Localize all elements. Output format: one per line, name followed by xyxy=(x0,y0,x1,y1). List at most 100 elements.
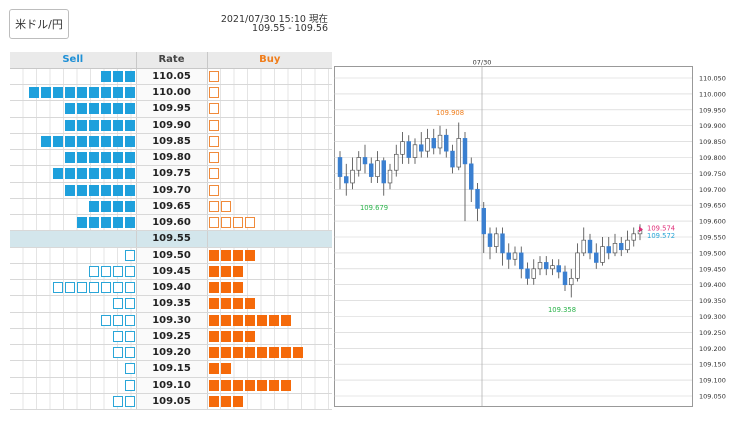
buy-volume-block xyxy=(256,379,267,391)
buy-volume-cell xyxy=(207,377,332,394)
buy-volume-block xyxy=(244,217,255,229)
sell-volume-block xyxy=(124,347,135,359)
sell-volume-cell xyxy=(10,279,137,297)
sell-volume-cell xyxy=(10,312,137,329)
rate-cell: 109.45 xyxy=(136,263,208,281)
candle-body xyxy=(550,265,555,270)
candle-body xyxy=(462,138,468,165)
sell-volume-block xyxy=(76,168,87,180)
buy-volume-block xyxy=(256,347,267,359)
sell-volume-block xyxy=(64,168,75,180)
candle-body xyxy=(506,252,511,260)
buy-volume-block xyxy=(232,282,243,294)
buy-volume-block xyxy=(220,379,231,391)
sell-volume-block xyxy=(112,103,123,115)
buy-volume-block xyxy=(244,330,255,342)
sell-volume-block xyxy=(64,152,75,164)
rate-cell: 109.40 xyxy=(136,279,208,297)
sell-volume-cell xyxy=(10,344,137,362)
order-book-row: 109.55 xyxy=(10,230,332,248)
buy-volume-block xyxy=(220,265,231,277)
order-book-row: 109.05 xyxy=(10,393,332,411)
sell-volume-block xyxy=(52,135,63,147)
buy-volume-cell xyxy=(207,393,332,411)
buy-volume-cell xyxy=(207,230,332,248)
buy-volume-block xyxy=(232,217,243,229)
buy-volume-block xyxy=(208,395,219,407)
rate-cell: 109.90 xyxy=(136,117,208,134)
buy-volume-block xyxy=(232,249,243,261)
buy-volume-block xyxy=(208,103,219,115)
rate-cell: 109.30 xyxy=(136,312,208,329)
sell-volume-block xyxy=(112,70,123,82)
price-annotation: 109.574 xyxy=(647,224,675,232)
rate-cell: 109.80 xyxy=(136,149,208,167)
buy-volume-block xyxy=(244,249,255,261)
buy-volume-block xyxy=(292,347,303,359)
x-date-label: 07/30 xyxy=(473,59,492,67)
candle-body xyxy=(562,271,568,286)
candle-body xyxy=(500,233,505,254)
sell-volume-block xyxy=(124,379,135,391)
y-tick-label: 109.500 xyxy=(699,249,726,257)
currency-pair-button[interactable]: 米ドル/円 xyxy=(9,9,69,39)
current-price-marker xyxy=(639,226,643,233)
rate-cell: 109.05 xyxy=(136,393,208,411)
rate-cell: 109.10 xyxy=(136,377,208,394)
sell-volume-block xyxy=(124,87,135,99)
sell-volume-block xyxy=(112,347,123,359)
candle-body xyxy=(369,163,374,177)
sell-volume-cell xyxy=(10,214,137,232)
order-book-row: 109.40 xyxy=(10,279,332,297)
rate-cell: 109.35 xyxy=(136,295,208,313)
candle-body xyxy=(337,157,343,177)
candle-body xyxy=(581,239,586,254)
order-book-table: Sell Rate Buy 110.05 110.00 109.95 109.90 10… xyxy=(10,52,332,411)
sell-volume-block xyxy=(112,135,123,147)
sell-volume-block xyxy=(40,87,51,99)
sell-volume-block xyxy=(64,135,75,147)
buy-volume-block xyxy=(232,379,243,391)
buy-volume-block xyxy=(268,347,279,359)
candle-body xyxy=(469,163,474,190)
buy-volume-cell xyxy=(207,117,332,134)
candle-body xyxy=(400,141,405,155)
sell-volume-block xyxy=(88,217,99,229)
sell-volume-cell xyxy=(10,133,137,151)
order-book-row: 110.00 xyxy=(10,84,332,102)
buy-volume-block xyxy=(280,314,291,326)
buy-volume-cell xyxy=(207,295,332,313)
price-annotation: 109.908 xyxy=(436,109,464,117)
sell-volume-cell xyxy=(10,198,137,216)
sell-volume-block xyxy=(112,184,123,196)
candlestick-chart: 110.050 110.000 109.950 109.900 109.850 109.8… xyxy=(334,59,726,407)
buy-header: Buy xyxy=(207,52,332,69)
sell-volume-block xyxy=(76,87,87,99)
y-tick-label: 109.100 xyxy=(699,377,726,385)
sell-volume-cell xyxy=(10,182,137,199)
order-book-row: 109.60 xyxy=(10,214,332,232)
buy-volume-block xyxy=(208,379,219,391)
candle-body xyxy=(394,153,399,171)
buy-volume-block xyxy=(220,200,231,212)
buy-volume-cell xyxy=(207,247,332,264)
sell-volume-cell xyxy=(10,377,137,394)
price-chart: 110.050 110.000 109.950 109.900 109.850 109.8… xyxy=(334,58,732,414)
y-tick-label: 109.600 xyxy=(699,218,726,226)
sell-volume-block xyxy=(124,330,135,342)
sell-volume-block xyxy=(112,168,123,180)
y-tick-label: 110.050 xyxy=(699,75,726,83)
price-annotation: 109.358 xyxy=(548,306,576,314)
rate-cell: 109.20 xyxy=(136,344,208,362)
sell-volume-block xyxy=(112,152,123,164)
order-book-row: 109.30 xyxy=(10,312,332,329)
sell-volume-block xyxy=(112,200,123,212)
sell-volume-cell xyxy=(10,295,137,313)
y-tick-label: 110.000 xyxy=(699,90,726,98)
y-tick-label: 109.150 xyxy=(699,361,726,369)
sell-volume-block xyxy=(112,282,123,294)
candle-body xyxy=(544,262,549,270)
buy-volume-block xyxy=(208,87,219,99)
order-book-row: 109.20 xyxy=(10,344,332,362)
candle-body xyxy=(425,138,430,152)
